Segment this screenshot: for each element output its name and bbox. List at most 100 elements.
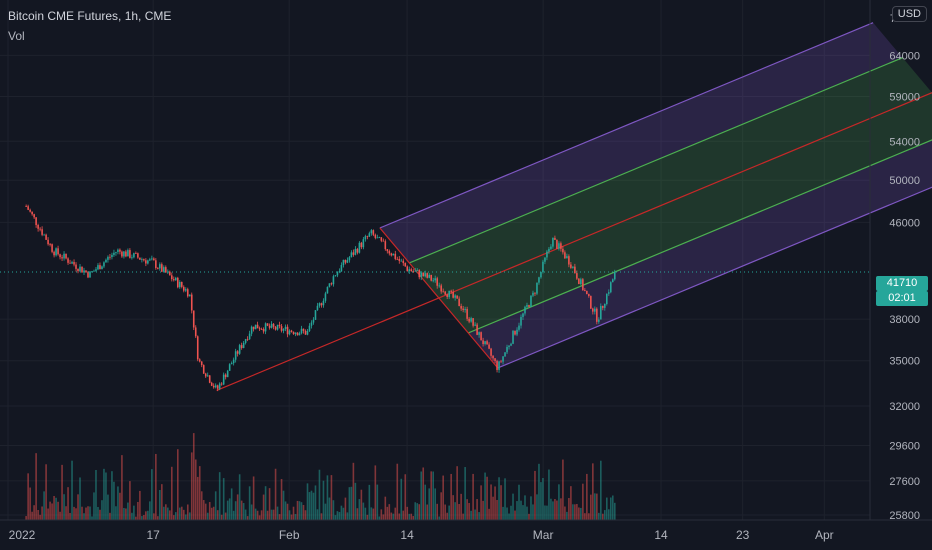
candle-body bbox=[364, 236, 367, 240]
volume-bar bbox=[93, 492, 95, 520]
candle-body bbox=[604, 303, 606, 308]
candle-body bbox=[87, 272, 89, 278]
volume-bar bbox=[101, 500, 103, 520]
volume-bar bbox=[57, 501, 59, 520]
time-axis[interactable]: 2022 17 Feb 14 Mar 14 23 Apr bbox=[0, 519, 932, 542]
candle-body bbox=[332, 276, 335, 285]
volume-bar bbox=[532, 504, 534, 520]
volume-bar bbox=[340, 505, 343, 520]
volume-bar bbox=[240, 500, 243, 520]
volume-bar bbox=[510, 505, 512, 520]
candle-body bbox=[382, 240, 385, 242]
candle-body bbox=[408, 269, 411, 272]
volume-bar bbox=[176, 449, 179, 520]
candle-body bbox=[338, 271, 341, 273]
currency-selector[interactable]: USD bbox=[891, 6, 927, 22]
candle-body bbox=[127, 250, 129, 257]
candle-body bbox=[188, 294, 191, 297]
candle-body bbox=[306, 330, 309, 335]
candle-body bbox=[448, 290, 450, 297]
volume-bar bbox=[75, 508, 77, 520]
volume-bar bbox=[348, 487, 351, 520]
volume-bar bbox=[598, 512, 600, 520]
candle-body bbox=[171, 275, 173, 280]
candle-body bbox=[242, 342, 245, 348]
candle-body bbox=[236, 351, 239, 354]
candle-body bbox=[468, 318, 470, 322]
volume-bar bbox=[95, 469, 97, 520]
volume-bar bbox=[398, 513, 401, 520]
volume-bar bbox=[496, 499, 498, 520]
volume-bar bbox=[236, 494, 239, 520]
volume-bar bbox=[566, 511, 568, 520]
volume-bar bbox=[109, 512, 111, 520]
volume-bar bbox=[388, 504, 391, 520]
candle-body bbox=[147, 260, 149, 264]
candle-body bbox=[476, 324, 478, 335]
candle-body bbox=[372, 230, 375, 235]
volume-bar bbox=[300, 502, 303, 520]
volume-bar bbox=[613, 502, 616, 520]
candle-body bbox=[55, 248, 57, 256]
volume-bar bbox=[87, 506, 89, 520]
candle-body bbox=[117, 249, 119, 253]
volume-bar bbox=[278, 514, 281, 520]
candle-body bbox=[141, 259, 143, 260]
candle-body bbox=[198, 359, 201, 362]
candle-body bbox=[536, 282, 538, 294]
candle-body bbox=[562, 248, 564, 253]
candle-body bbox=[284, 326, 287, 330]
candle-body bbox=[576, 273, 578, 279]
price-axis[interactable]: 7640005900054000500004600038000350003200… bbox=[869, 0, 920, 522]
candle-body bbox=[286, 326, 289, 335]
candle-body bbox=[75, 264, 77, 269]
symbol-title[interactable]: Bitcoin CME Futures, 1h, CME bbox=[8, 9, 172, 23]
volume-bar bbox=[244, 509, 247, 520]
volume-bar bbox=[611, 495, 614, 520]
volume-bar bbox=[272, 509, 275, 520]
candle-body bbox=[490, 348, 492, 356]
volume-bar bbox=[448, 505, 450, 520]
volume-bar bbox=[536, 494, 538, 520]
candle-body bbox=[304, 330, 307, 335]
volume-bar bbox=[326, 475, 329, 520]
candle-body bbox=[182, 286, 185, 291]
volume-bar bbox=[514, 510, 516, 520]
candle-body bbox=[73, 262, 75, 265]
candle-body bbox=[506, 346, 508, 353]
candle-body bbox=[548, 248, 550, 252]
volume-bar bbox=[302, 504, 305, 520]
pitchfork-drawing[interactable] bbox=[216, 22, 932, 392]
volume-bar bbox=[167, 507, 169, 520]
candle-body bbox=[107, 256, 109, 260]
candle-body bbox=[260, 329, 263, 330]
candle-body bbox=[278, 324, 281, 327]
candle-body bbox=[296, 332, 299, 336]
candle-body bbox=[609, 282, 612, 293]
candle-body bbox=[392, 253, 395, 256]
candle-body bbox=[206, 375, 209, 377]
volume-bar bbox=[33, 505, 35, 520]
volume-bar bbox=[490, 484, 492, 520]
candle-body bbox=[438, 285, 440, 287]
volume-bar bbox=[186, 504, 189, 520]
volume-bar bbox=[276, 506, 279, 520]
volume-bar bbox=[606, 497, 608, 520]
volume-bar bbox=[242, 503, 245, 520]
candle-body bbox=[103, 262, 105, 267]
volume-legend[interactable]: Vol bbox=[8, 29, 25, 43]
candle-body bbox=[89, 271, 91, 278]
candle-body bbox=[566, 256, 568, 259]
volume-bar bbox=[570, 486, 572, 520]
candle-body bbox=[414, 270, 417, 272]
pitchfork-inner-lower-line bbox=[468, 139, 932, 334]
candle-body bbox=[488, 344, 490, 349]
candle-body bbox=[43, 234, 45, 236]
volume-bar bbox=[424, 484, 427, 520]
candle-body bbox=[554, 237, 556, 240]
candle-body bbox=[165, 267, 167, 273]
candle-body bbox=[226, 370, 229, 378]
candle-body bbox=[442, 291, 444, 293]
candle-body bbox=[270, 323, 273, 328]
